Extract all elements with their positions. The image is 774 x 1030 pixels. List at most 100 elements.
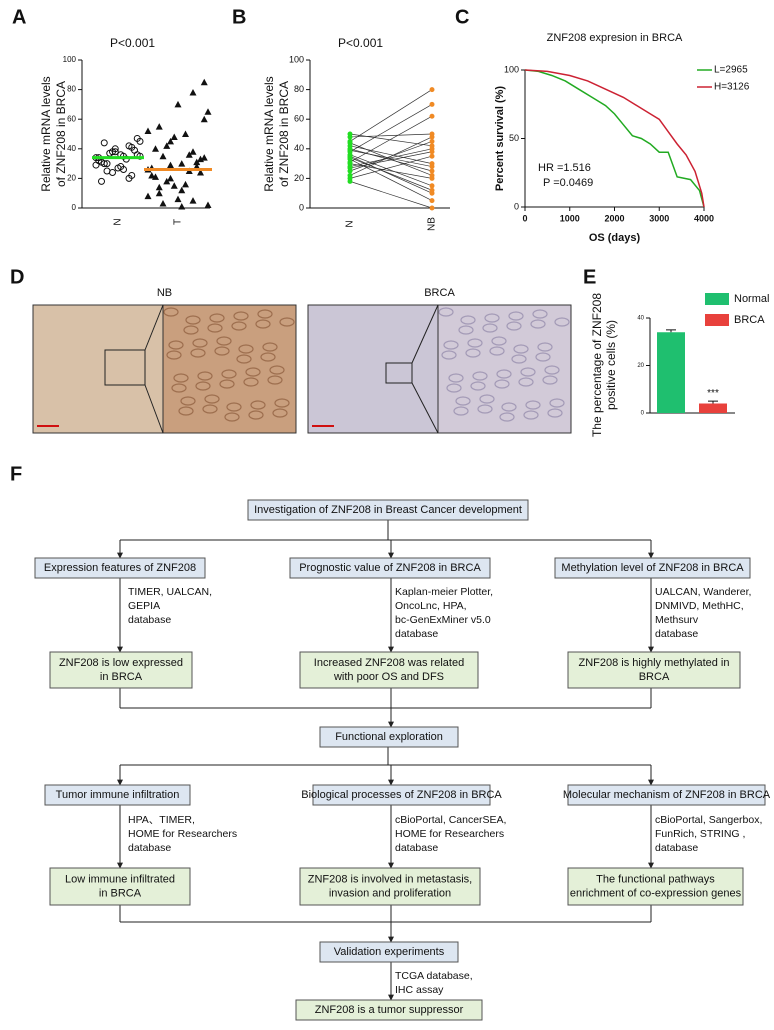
y-tick-label: 0 xyxy=(299,202,304,212)
micrograph xyxy=(307,304,439,434)
note-text: Methsurv xyxy=(655,614,699,626)
cell-texture xyxy=(525,400,541,410)
box-text: ZNF208 is a tumor suppressor xyxy=(315,1004,464,1016)
box-text: Prognostic value of ZNF208 in BRCA xyxy=(299,562,481,574)
x-tick-label: 2000 xyxy=(604,213,624,223)
box-text: Expression features of ZNF208 xyxy=(44,562,196,574)
x-axis-label: OS (days) xyxy=(589,232,641,244)
note-text: database xyxy=(655,842,698,854)
cell-texture xyxy=(446,383,462,393)
annotation: HR =1.516 xyxy=(538,162,591,174)
legend-label: Normal xyxy=(734,293,769,305)
x-tick-label: 4000 xyxy=(694,213,714,223)
pair-line xyxy=(349,133,433,147)
pair-line xyxy=(349,155,433,179)
data-point xyxy=(193,158,201,166)
note-text: IHC assay xyxy=(395,984,444,996)
data-point xyxy=(111,148,119,156)
data-point xyxy=(204,201,212,209)
pair-line xyxy=(349,89,433,142)
cell-texture xyxy=(168,340,184,350)
cell-texture xyxy=(255,319,271,329)
y-tick-label: 100 xyxy=(504,64,519,74)
data-point xyxy=(144,192,152,200)
data-point xyxy=(429,205,435,211)
cell-texture xyxy=(236,354,252,364)
data-point xyxy=(429,168,435,174)
box-text: ZNF208 is low expressed xyxy=(59,657,183,669)
pair-line xyxy=(349,148,433,167)
data-point xyxy=(347,155,353,161)
cell-texture xyxy=(479,394,495,404)
data-point xyxy=(152,145,159,152)
green-box xyxy=(567,867,744,906)
data-point xyxy=(429,153,435,159)
cell-texture xyxy=(231,321,247,331)
cell-texture xyxy=(178,406,194,416)
cell-texture xyxy=(180,396,196,406)
zoom-line xyxy=(144,304,164,351)
box-text: Low immune infiltrated xyxy=(65,873,175,885)
cell-texture xyxy=(513,344,529,354)
survival-curve xyxy=(524,69,705,208)
box-text: BRCA xyxy=(639,671,670,683)
cell-texture xyxy=(233,311,249,321)
pair-line xyxy=(349,154,433,187)
y-tick-label: 20 xyxy=(294,173,304,183)
annotation: P<0.001 xyxy=(338,36,383,50)
y-axis-label: of ZNF208 in BRCA xyxy=(54,81,68,187)
image-label: NB xyxy=(157,287,172,299)
cell-texture xyxy=(523,410,539,420)
data-point xyxy=(170,182,178,189)
y-tick-label: 80 xyxy=(67,85,76,94)
note-text: HOME for Researchers xyxy=(128,828,237,840)
cell-texture xyxy=(219,379,235,389)
cell-texture xyxy=(508,311,524,321)
blue-box xyxy=(247,499,529,521)
y-tick-label: 0 xyxy=(641,411,645,417)
pair-line xyxy=(349,104,433,153)
data-point xyxy=(167,161,174,169)
data-point xyxy=(200,115,208,123)
y-tick-label: 50 xyxy=(509,133,519,143)
box-text: in BRCA xyxy=(99,887,142,899)
cell-texture xyxy=(173,373,189,383)
zoom-line xyxy=(411,382,439,434)
cell-texture xyxy=(197,371,213,381)
note-text: database xyxy=(128,614,171,626)
data-point xyxy=(163,142,171,149)
x-tick-label: T xyxy=(173,219,184,225)
data-point xyxy=(103,160,111,168)
y-tick-label: 0 xyxy=(72,203,77,212)
y-tick-label: 40 xyxy=(294,143,304,153)
cell-texture xyxy=(482,323,498,333)
y-tick-label: 40 xyxy=(637,316,644,322)
data-point xyxy=(347,165,353,171)
cell-texture xyxy=(506,321,522,331)
note-text: database xyxy=(128,842,171,854)
cell-texture xyxy=(494,379,510,389)
pair-line xyxy=(349,142,433,176)
cell-texture xyxy=(171,383,187,393)
data-point xyxy=(347,140,353,146)
box-text: ZNF208 is involved in metastasis, xyxy=(308,873,472,885)
y-tick-label: 40 xyxy=(67,144,76,153)
pair-line xyxy=(349,157,433,191)
cell-texture xyxy=(520,367,536,377)
blue-box xyxy=(289,557,491,579)
cell-texture xyxy=(438,307,454,317)
data-point xyxy=(167,174,174,182)
cell-texture xyxy=(224,412,240,422)
panel-label: A xyxy=(12,6,26,28)
blue-box xyxy=(554,557,751,579)
data-point xyxy=(197,168,204,176)
data-point xyxy=(189,148,197,155)
y-tick-label: 20 xyxy=(637,363,644,369)
cell-texture xyxy=(547,408,563,418)
data-point xyxy=(193,163,201,170)
note-text: TIMER, UALCAN, xyxy=(128,586,212,598)
pair-line xyxy=(349,136,433,176)
cell-texture xyxy=(243,377,259,387)
cell-texture xyxy=(535,352,551,362)
